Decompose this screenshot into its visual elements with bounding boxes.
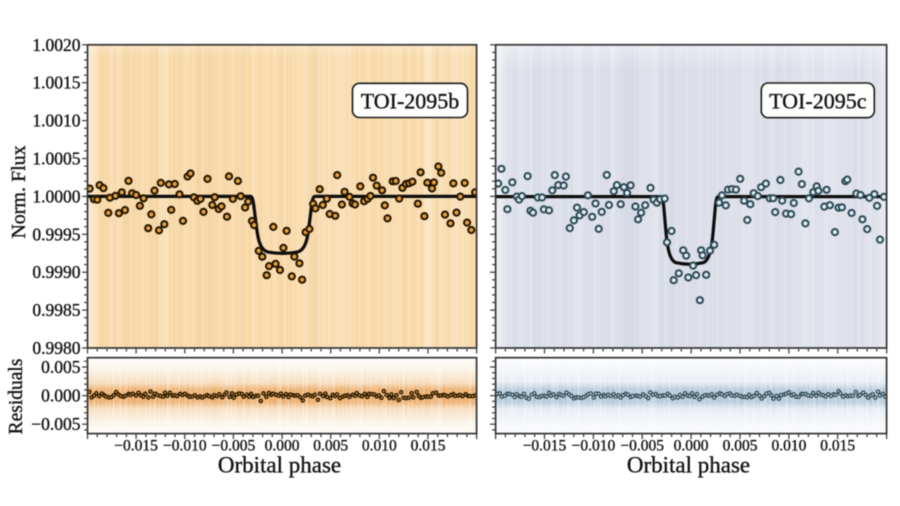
svg-text:0.015: 0.015: [820, 438, 855, 455]
svg-text:−0.015: −0.015: [114, 438, 158, 455]
svg-text:0.9980: 0.9980: [32, 338, 80, 358]
svg-text:−0.005: −0.005: [31, 414, 80, 434]
svg-text:Orbital phase: Orbital phase: [627, 453, 750, 478]
svg-text:0.000: 0.000: [265, 438, 300, 455]
svg-text:0.000: 0.000: [41, 386, 81, 406]
svg-text:Residuals: Residuals: [6, 359, 27, 435]
svg-text:TOI-2095c: TOI-2095c: [769, 89, 867, 114]
svg-text:1.0010: 1.0010: [32, 111, 80, 131]
svg-text:0.015: 0.015: [411, 438, 446, 455]
svg-text:1.0020: 1.0020: [32, 35, 80, 55]
svg-text:−0.005: −0.005: [620, 438, 664, 455]
svg-text:0.005: 0.005: [41, 357, 81, 377]
svg-text:−0.005: −0.005: [212, 438, 256, 455]
svg-text:0.9990: 0.9990: [32, 262, 80, 282]
svg-text:0.005: 0.005: [723, 438, 758, 455]
svg-text:1.0015: 1.0015: [32, 73, 80, 93]
svg-text:Orbital phase: Orbital phase: [218, 453, 341, 478]
svg-text:0.010: 0.010: [362, 438, 397, 455]
svg-text:TOI-2095b: TOI-2095b: [361, 89, 460, 114]
svg-text:0.005: 0.005: [313, 438, 348, 455]
svg-text:−0.015: −0.015: [523, 438, 567, 455]
svg-text:0.010: 0.010: [771, 438, 806, 455]
svg-text:Norm. Flux: Norm. Flux: [8, 145, 30, 238]
svg-text:1.0000: 1.0000: [32, 186, 80, 206]
svg-text:0.9995: 0.9995: [32, 224, 80, 244]
svg-text:−0.010: −0.010: [163, 438, 207, 455]
svg-text:−0.010: −0.010: [572, 438, 616, 455]
svg-text:0.9985: 0.9985: [32, 300, 80, 320]
svg-text:0.000: 0.000: [674, 438, 709, 455]
svg-text:1.0005: 1.0005: [32, 149, 80, 169]
